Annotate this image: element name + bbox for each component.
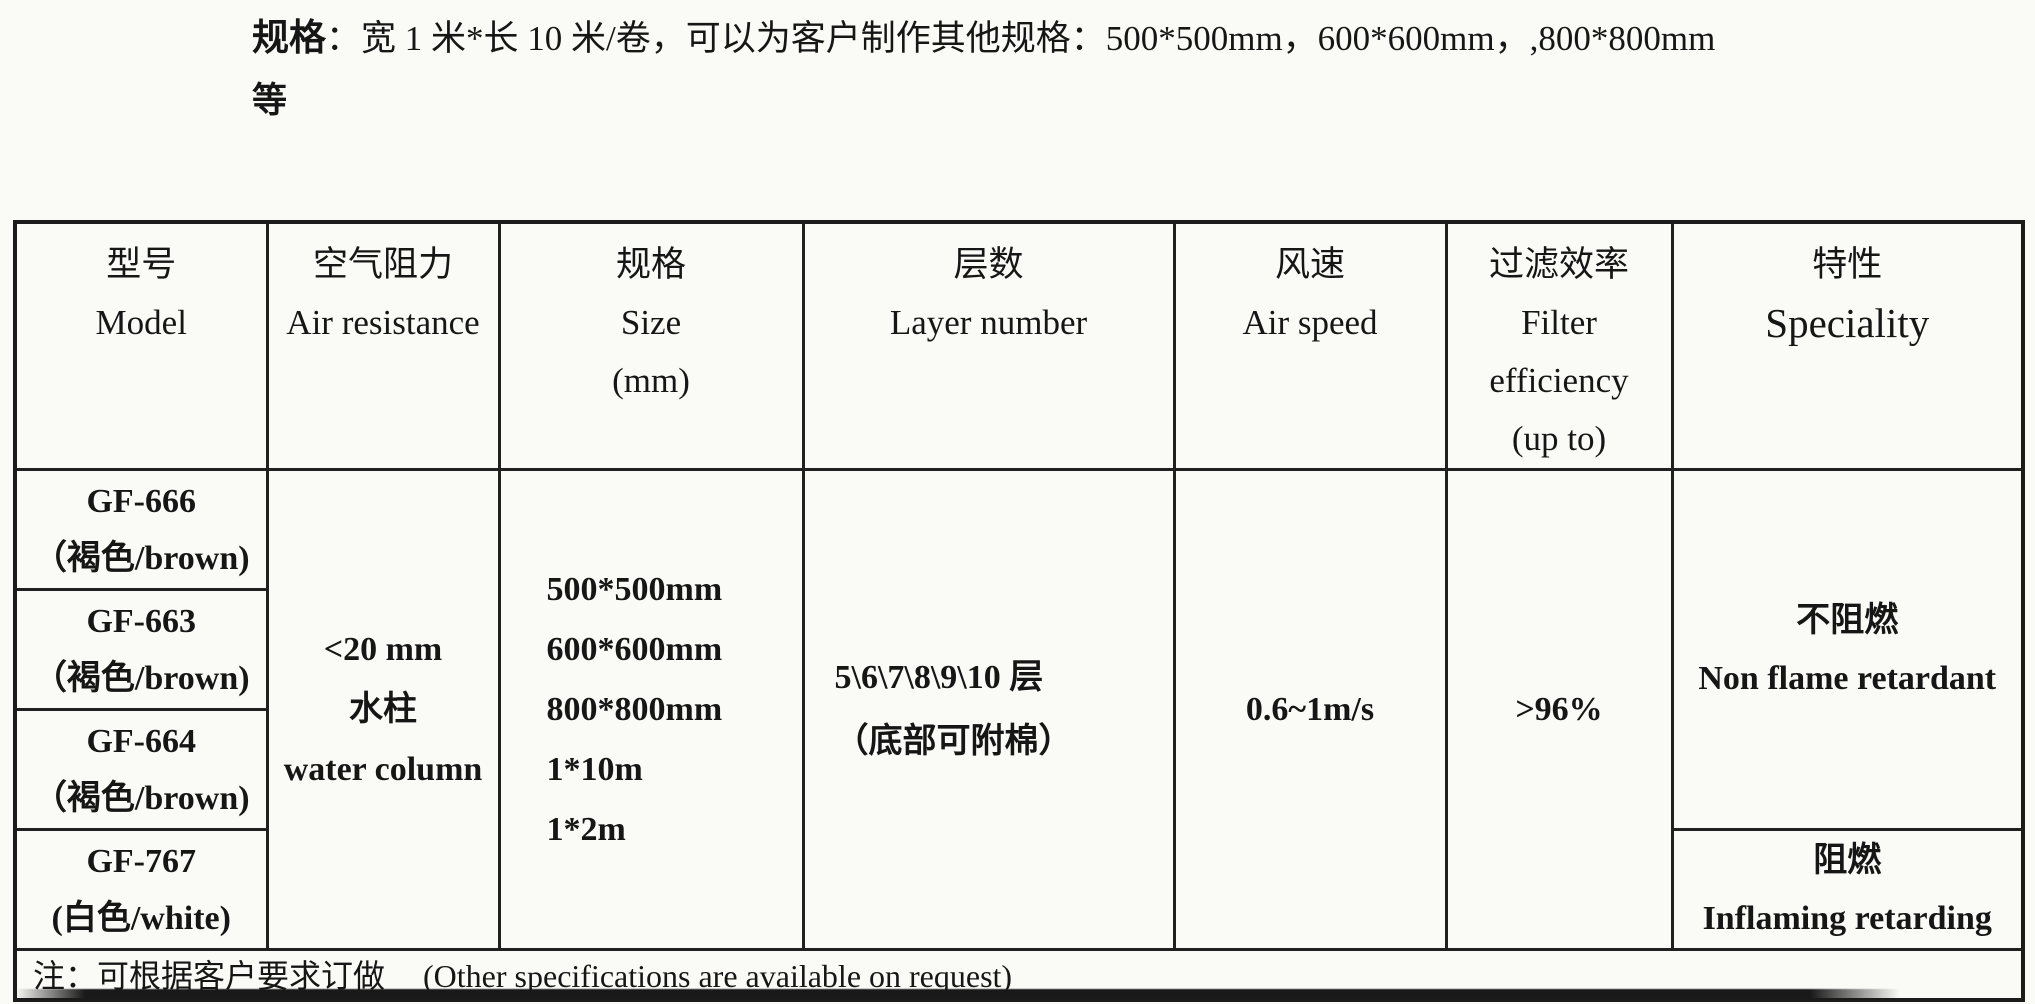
note-zh: 注：可根据客户要求订做 xyxy=(33,958,386,995)
header-model-en: Model xyxy=(95,303,187,342)
scan-artifact-bar xyxy=(15,989,1900,999)
table-row: GF-663 （褐色/brown) xyxy=(13,588,2023,711)
header-cell-air-resistance: 空气阻力 Air resistance xyxy=(265,220,501,471)
table-row: GF-767 (白色/white) 阻燃 Inflaming retarding xyxy=(13,828,2025,951)
model-cell-gf-663: GF-663 （褐色/brown) xyxy=(13,588,269,711)
size-option: 800*800mm xyxy=(546,690,723,728)
size-option: 500*500mm xyxy=(546,570,723,608)
header-cell-model: 型号 Model xyxy=(13,220,269,471)
header-efficiency-en2: efficiency xyxy=(1489,361,1629,400)
model-cell-gf-767: GF-767 (白色/white) xyxy=(13,828,269,951)
air-resistance-cell: <20 mm 水柱 water column xyxy=(265,468,501,951)
header-speciality-en: Speciality xyxy=(1765,300,1930,346)
header-size-en: Size xyxy=(620,303,682,342)
header-efficiency-en1: Filter xyxy=(1521,303,1597,342)
air-speed-cell: 0.6~1m/s xyxy=(1172,468,1448,951)
header-layer-zh: 层数 xyxy=(953,245,1024,284)
air-resistance-en: water column xyxy=(283,750,483,788)
table-row: GF-664 （褐色/brown) xyxy=(13,708,2023,831)
speciality-bottom-zh: 阻燃 xyxy=(1813,841,1882,879)
spec-heading: 规格：宽 1 米*长 10 米/卷，可以为客户制作其他规格：500*500mm，… xyxy=(252,8,1932,70)
model-code: GF-664 xyxy=(86,722,197,760)
header-cell-filter-efficiency: 过滤效率 Filter efficiency (up to) xyxy=(1444,220,1674,471)
note-en: (Other specifications are available on r… xyxy=(423,958,1013,995)
header-size-unit: (mm) xyxy=(612,361,690,400)
filter-efficiency-cell: >96% xyxy=(1444,468,1674,951)
layer-number-value: 5\6\7\8\9\10 层 xyxy=(834,658,1044,696)
speciality-bottom-en: Inflaming retarding xyxy=(1702,899,1992,937)
header-model-zh: 型号 xyxy=(106,245,177,284)
header-air-speed-en: Air speed xyxy=(1242,303,1378,342)
header-air-resistance-zh: 空气阻力 xyxy=(312,245,453,284)
model-color: （褐色/brown) xyxy=(32,659,250,697)
size-option: 1*10m xyxy=(546,750,643,788)
spec-heading-line2: 等 xyxy=(252,81,288,120)
table-row: GF-666 （褐色/brown) <20 mm 水柱 water column… xyxy=(13,468,2025,951)
header-cell-size: 规格 Size (mm) xyxy=(497,220,805,471)
model-cell-gf-664: GF-664 （褐色/brown) xyxy=(13,708,269,831)
speciality-bottom-cell: 阻燃 Inflaming retarding xyxy=(1670,828,2025,951)
header-cell-layer-number: 层数 Layer number xyxy=(801,220,1176,471)
header-cell-air-speed: 风速 Air speed xyxy=(1172,220,1448,471)
model-color: （褐色/brown) xyxy=(32,539,250,577)
spec-heading-text: ：宽 1 米*长 10 米/卷，可以为客户制作其他规格：500*500mm，60… xyxy=(326,19,1716,58)
layer-number-cell: 5\6\7\8\9\10 层 （底部可附棉） xyxy=(801,468,1176,951)
model-cell-gf-666: GF-666 （褐色/brown) xyxy=(13,468,269,591)
model-code: GF-663 xyxy=(86,602,197,640)
product-spec-table: 型号 Model 空气阻力 Air resistance 规格 Size (mm… xyxy=(13,220,2025,1002)
header-size-zh: 规格 xyxy=(615,245,686,284)
size-option: 600*600mm xyxy=(546,630,723,668)
header-cell-speciality: 特性 Speciality xyxy=(1670,220,2025,471)
size-option: 1*2m xyxy=(546,810,626,848)
speciality-top-zh: 不阻燃 xyxy=(1796,601,1899,639)
header-row: 型号 Model 空气阻力 Air resistance 规格 Size (mm… xyxy=(13,220,2025,471)
model-code: GF-666 xyxy=(86,482,197,520)
header-efficiency-zh: 过滤效率 xyxy=(1488,245,1629,284)
layer-number-note: （底部可附棉） xyxy=(834,722,1073,760)
size-cell: 500*500mm 600*600mm 800*800mm 1*10m 1*2m xyxy=(497,468,805,951)
header-air-resistance-en: Air resistance xyxy=(286,303,480,342)
header-efficiency-en3: (up to) xyxy=(1511,419,1607,458)
model-color: （褐色/brown) xyxy=(32,779,250,817)
speciality-top-cell: 不阻燃 Non flame retardant xyxy=(1670,468,2025,831)
speciality-top-en: Non flame retardant xyxy=(1698,659,1997,697)
model-color: (白色/white) xyxy=(51,899,231,937)
air-resistance-value: <20 mm xyxy=(323,630,443,668)
air-resistance-zh: 水柱 xyxy=(349,690,417,728)
spec-heading-label: 规格 xyxy=(252,18,326,59)
header-air-speed-zh: 风速 xyxy=(1274,245,1345,284)
header-layer-en: Layer number xyxy=(889,303,1088,342)
header-speciality-zh: 特性 xyxy=(1812,245,1883,284)
model-code: GF-767 xyxy=(86,842,197,880)
